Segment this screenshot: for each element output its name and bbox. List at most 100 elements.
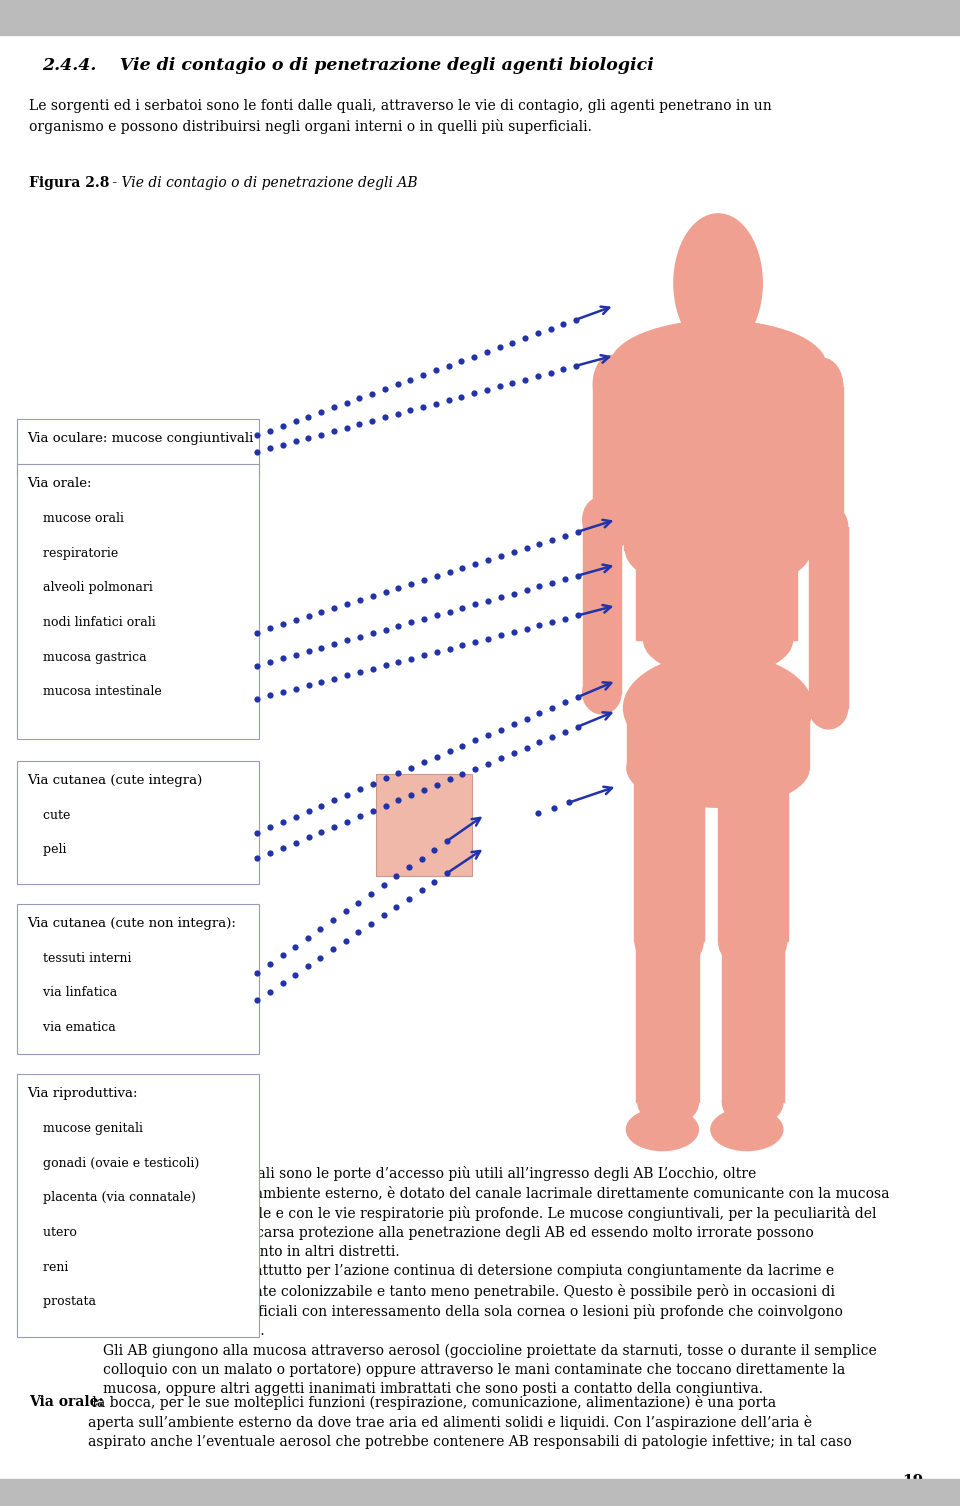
Point bbox=[532, 702, 547, 726]
Point bbox=[518, 706, 534, 730]
Point bbox=[378, 654, 394, 678]
Text: alveoli polmonari: alveoli polmonari bbox=[27, 581, 153, 595]
Point bbox=[339, 392, 354, 416]
Point bbox=[262, 616, 277, 640]
Point bbox=[351, 386, 367, 410]
Point bbox=[455, 556, 470, 580]
Point bbox=[250, 821, 265, 845]
Point bbox=[391, 614, 406, 639]
Point bbox=[518, 578, 534, 602]
Point bbox=[518, 617, 534, 642]
Ellipse shape bbox=[626, 1108, 698, 1151]
Point bbox=[556, 357, 571, 381]
Point bbox=[325, 937, 341, 961]
Point bbox=[314, 636, 329, 660]
Point bbox=[300, 673, 316, 697]
Point bbox=[402, 367, 418, 392]
Point bbox=[544, 571, 560, 595]
Point bbox=[276, 681, 291, 705]
Point bbox=[250, 620, 265, 645]
Point bbox=[262, 979, 277, 1003]
Point bbox=[350, 920, 366, 944]
Point bbox=[417, 750, 432, 774]
Point bbox=[401, 887, 417, 911]
Text: 19: 19 bbox=[902, 1474, 924, 1488]
Point bbox=[262, 952, 277, 976]
Point bbox=[442, 637, 457, 661]
Point bbox=[558, 720, 573, 744]
Point bbox=[428, 392, 444, 416]
Point bbox=[544, 610, 560, 634]
Point bbox=[340, 810, 355, 834]
Point bbox=[467, 381, 482, 405]
Bar bbox=[17, 419, 259, 476]
Point bbox=[417, 777, 432, 801]
Point bbox=[532, 730, 547, 755]
Point bbox=[288, 804, 303, 828]
Point bbox=[467, 345, 482, 369]
Point bbox=[262, 437, 277, 461]
Point bbox=[300, 604, 316, 628]
Text: 2.4.4.  Vie di contagio o di penetrazione degli agenti biologici: 2.4.4. Vie di contagio o di penetrazione… bbox=[42, 57, 654, 74]
Point bbox=[250, 687, 265, 711]
Point bbox=[391, 651, 406, 675]
Text: nodi linfatici orali: nodi linfatici orali bbox=[27, 616, 156, 630]
Point bbox=[454, 349, 469, 373]
Ellipse shape bbox=[718, 726, 787, 798]
Bar bbox=[627, 696, 809, 768]
Point bbox=[351, 413, 367, 437]
Point bbox=[441, 389, 456, 413]
Point bbox=[493, 586, 509, 610]
Point bbox=[365, 620, 380, 645]
Point bbox=[455, 762, 470, 786]
Point bbox=[401, 855, 417, 880]
Point bbox=[417, 568, 432, 592]
Bar bbox=[17, 464, 259, 739]
Ellipse shape bbox=[644, 604, 793, 676]
Ellipse shape bbox=[635, 726, 704, 798]
Text: prostata: prostata bbox=[27, 1295, 96, 1309]
Point bbox=[429, 773, 444, 797]
Point bbox=[314, 794, 329, 818]
Ellipse shape bbox=[593, 355, 630, 413]
Point bbox=[276, 414, 291, 438]
Point bbox=[250, 961, 265, 985]
Point bbox=[546, 795, 562, 819]
Ellipse shape bbox=[636, 913, 703, 970]
Ellipse shape bbox=[626, 321, 810, 404]
Point bbox=[389, 895, 404, 919]
Point bbox=[340, 783, 355, 807]
Point bbox=[426, 869, 442, 893]
Point bbox=[454, 384, 469, 408]
Point bbox=[543, 360, 559, 384]
Point bbox=[326, 633, 342, 657]
Text: placenta (via connatale): placenta (via connatale) bbox=[27, 1191, 196, 1205]
Text: reni: reni bbox=[27, 1261, 68, 1274]
Point bbox=[480, 723, 495, 747]
Point bbox=[340, 592, 355, 616]
Point bbox=[262, 840, 277, 864]
Point bbox=[276, 432, 291, 456]
Point bbox=[468, 551, 483, 575]
Ellipse shape bbox=[710, 1108, 783, 1151]
Ellipse shape bbox=[718, 913, 787, 970]
Point bbox=[378, 580, 394, 604]
Ellipse shape bbox=[593, 505, 630, 550]
Text: la bocca, per le sue molteplici funzioni (respirazione, comunicazione, alimentaz: la bocca, per le sue molteplici funzioni… bbox=[88, 1395, 852, 1449]
Point bbox=[468, 592, 483, 616]
Bar bbox=[624, 361, 809, 550]
Point bbox=[417, 643, 432, 667]
Point bbox=[288, 410, 303, 434]
Point bbox=[300, 825, 316, 849]
Point bbox=[365, 773, 380, 797]
Point bbox=[340, 663, 355, 687]
Point bbox=[556, 312, 571, 336]
Point bbox=[493, 717, 509, 741]
Point bbox=[378, 617, 394, 642]
Point bbox=[479, 378, 494, 402]
Point bbox=[365, 408, 380, 432]
Point bbox=[338, 929, 353, 953]
Bar bbox=[17, 1074, 259, 1337]
Text: Via cutanea (cute non integra):: Via cutanea (cute non integra): bbox=[27, 917, 236, 931]
Point bbox=[377, 376, 393, 401]
